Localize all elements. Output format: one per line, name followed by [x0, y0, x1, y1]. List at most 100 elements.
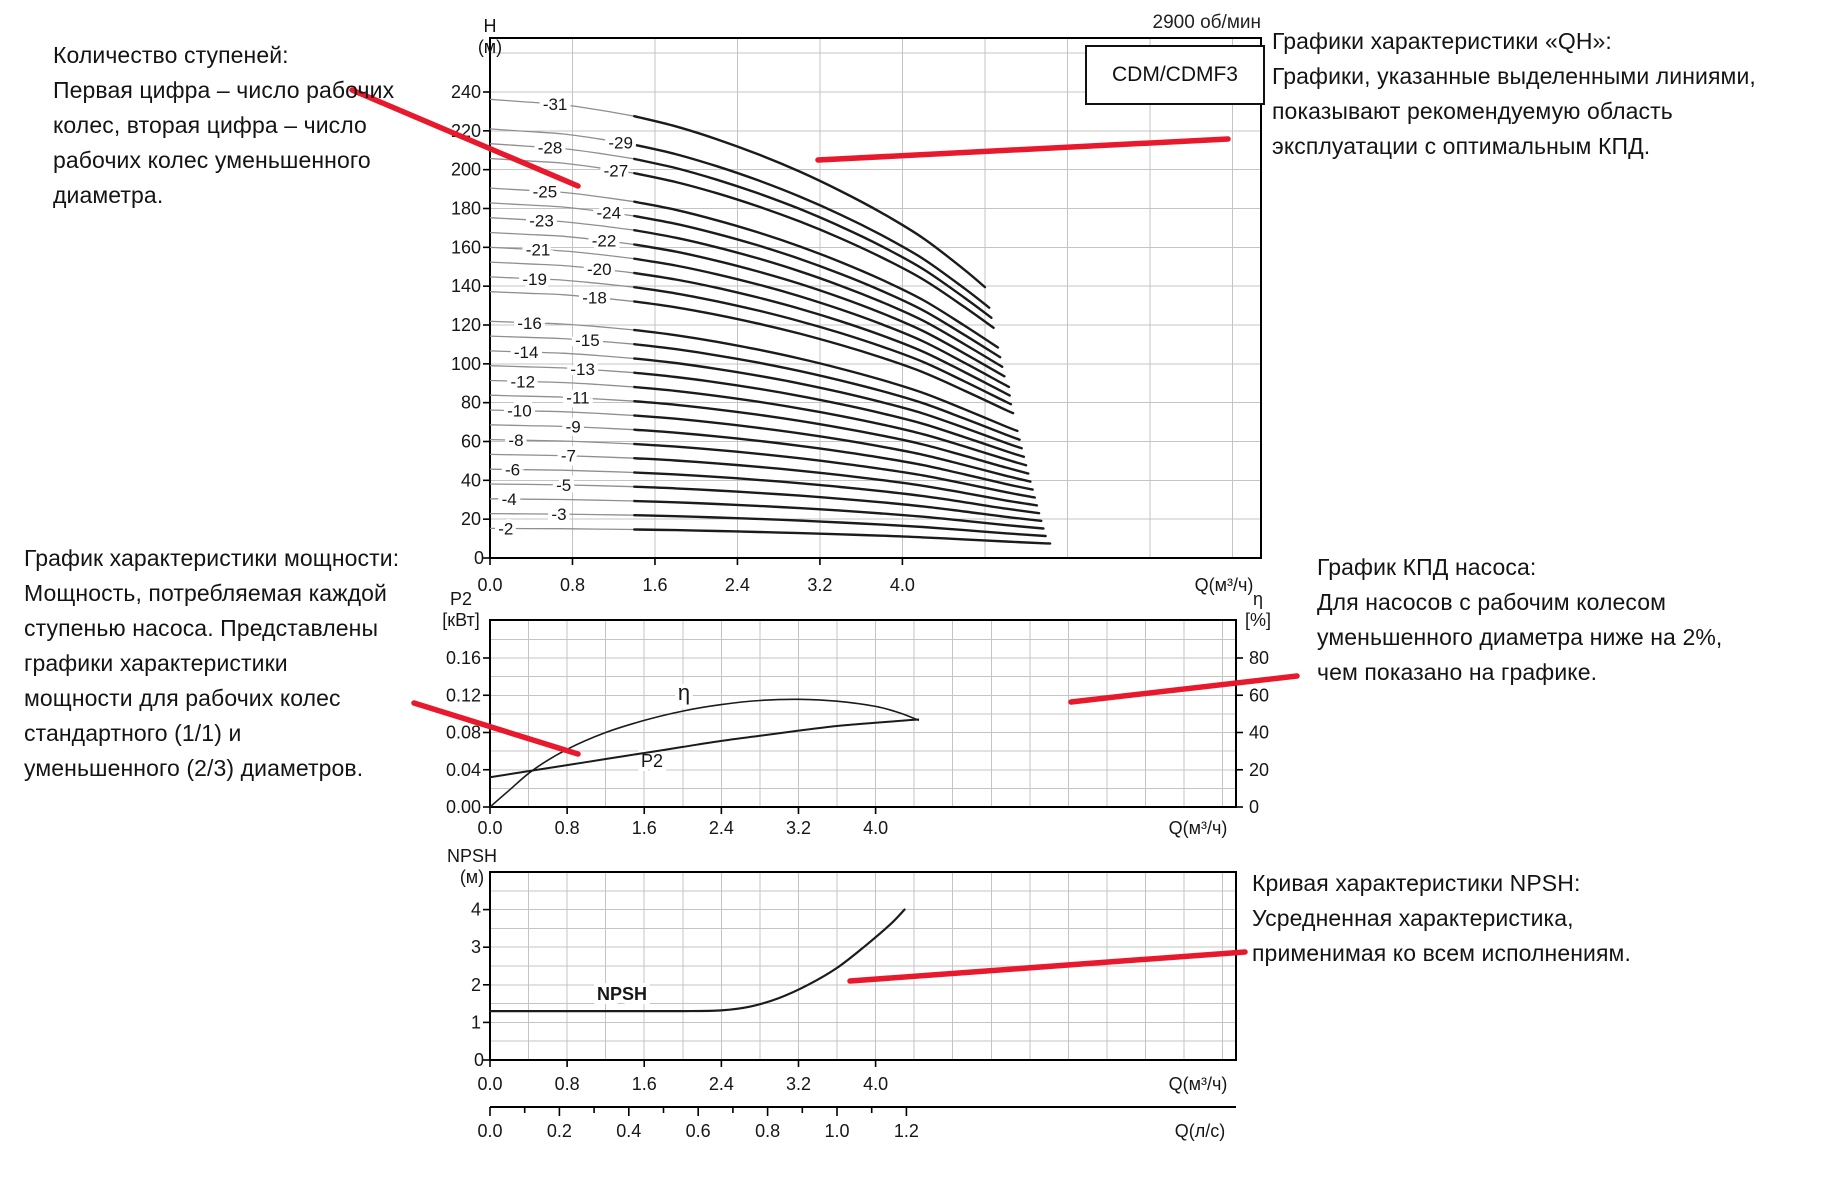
npsh-grid: [490, 872, 1236, 1060]
stage-curve-label: -24: [596, 203, 621, 222]
pe-grid: [490, 620, 1236, 807]
stage-curve-label: -31: [543, 95, 568, 114]
tick-label: 0.12: [446, 685, 481, 705]
stage-curve-label: -23: [529, 211, 554, 230]
tick-label: 60: [461, 431, 481, 451]
tick-label: 0.0: [477, 1074, 502, 1094]
tick-label: 200: [451, 160, 481, 180]
stage-curve-label: -13: [570, 360, 595, 379]
tick-label: 1.6: [642, 575, 667, 595]
tick-label: 160: [451, 237, 481, 257]
axis-title-line: (м): [477, 37, 503, 57]
tick-label: 40: [1249, 723, 1269, 743]
tick-label: 20: [461, 509, 481, 529]
tick-label: 0.0: [477, 818, 502, 838]
tick-label: 80: [1249, 648, 1269, 668]
qh-callout-line: [815, 136, 1231, 163]
rpm-label: 2900 об/мин: [1152, 12, 1261, 33]
stage-curve-label: -12: [510, 372, 535, 391]
tick-label: 180: [451, 198, 481, 218]
axis-title-line: [%]: [1244, 610, 1271, 630]
tick-label: 80: [461, 393, 481, 413]
npsh-callout-line: [847, 949, 1248, 984]
tick-label: 4.0: [863, 818, 888, 838]
stage-curve-label: -25: [533, 182, 558, 201]
axis-title-line: (м): [459, 867, 485, 887]
npsh-chart: 0.0 0.8 1.6 2.4 3.2 4.0 0 1 2 3 4 Q(м³/ч) NPSH: [471, 871, 1237, 1094]
tick-label: 60: [1249, 685, 1269, 705]
tick-label: 0.0: [477, 575, 502, 595]
stage-curve-label: -2: [498, 519, 513, 538]
tick-label: 0.08: [446, 723, 481, 743]
axis-title-line: η: [1252, 589, 1263, 609]
tick-label: 0.04: [446, 760, 481, 780]
stage-curve-label: -3: [551, 505, 566, 524]
tick-label: 2: [471, 975, 481, 995]
callout-lines: [349, 87, 1300, 984]
stage-curve-label: -4: [502, 490, 517, 509]
npsh-ticks: [483, 908, 877, 1067]
annotation-efficiency-curve: График КПД насоса: Для насосов с рабочим…: [1317, 554, 1723, 685]
tick-label: 2.4: [725, 575, 750, 595]
tick-label: 2.4: [709, 1074, 734, 1094]
tick-label: 120: [451, 315, 481, 335]
tick-label: 0.0: [477, 1121, 502, 1141]
tick-label: 1.0: [824, 1121, 849, 1141]
stage-curve-label: -5: [556, 476, 571, 495]
power-efficiency-chart: 0.0 0.8 1.6 2.4 3.2 4.0 0.00 0.04 0.08 0.12 0.16 0 2…: [446, 619, 1269, 838]
axis-title-line: H: [483, 16, 497, 36]
tick-label: 40: [461, 470, 481, 490]
annotation-power-curve: График характеристики мощности: Мощность…: [24, 545, 400, 781]
tick-label: 140: [451, 276, 481, 296]
tick-label: 2.4: [709, 818, 734, 838]
stage-curve-label: -16: [517, 314, 542, 333]
stage-curve-label: -8: [508, 431, 523, 450]
tick-label: 0.16: [446, 648, 481, 668]
stage-curve-label: -27: [604, 161, 629, 180]
tick-label: 1: [471, 1012, 481, 1032]
tick-label: 3.2: [786, 818, 811, 838]
stage-curve-label: -6: [505, 461, 520, 480]
tick-label: 0.8: [555, 1074, 580, 1094]
x-axis-label: Q(л/с): [1175, 1121, 1226, 1141]
power-callout-line: [411, 700, 581, 757]
qh-curves: [489, 98, 1052, 545]
stage-curve-label: -9: [566, 418, 581, 437]
tick-label: 1.2: [894, 1121, 919, 1141]
stage-curve-label: -22: [592, 232, 617, 251]
tick-label: 3: [471, 937, 481, 957]
tick-label: 20: [1249, 760, 1269, 780]
pe-ticks: [483, 657, 1243, 814]
x-axis-label: Q(м³/ч): [1169, 818, 1228, 838]
stage-curve-label: -10: [507, 402, 532, 421]
axis-title-line: P2: [449, 589, 473, 609]
annotation-stage-count: Количество ступеней: Первая цифра – числ…: [53, 42, 395, 208]
stage-curve-label: -29: [608, 133, 633, 152]
annotation-npsh-curve: Кривая характеристики NPSH: Усредненная …: [1252, 870, 1631, 966]
npsh-curve-label: NPSH: [597, 984, 647, 1004]
tick-label: 0: [1249, 797, 1259, 817]
stage-curve-label: -20: [587, 260, 612, 279]
stage-curve-label: -7: [561, 447, 576, 466]
tick-label: 0.6: [686, 1121, 711, 1141]
qh-stage-labels: -31 -28 -25 -23 -21 -19 -16 -14 -12 -10 -8 -6 -4 -2 -2…: [494, 91, 637, 542]
tick-label: 100: [451, 354, 481, 374]
tick-label: 0.8: [555, 818, 580, 838]
x-axis-label: Q(м³/ч): [1195, 575, 1254, 595]
efficiency-callout-line: [1068, 673, 1300, 705]
tick-label: 0.4: [616, 1121, 641, 1141]
tick-label: 0.8: [755, 1121, 780, 1141]
model-badge: CDM/CDMF3: [1085, 45, 1265, 105]
qh-y-axis-title: H (м): [462, 16, 518, 58]
tick-label: 0: [474, 1050, 484, 1070]
stage-curve-label: -28: [538, 139, 563, 158]
stages-callout-line: [349, 87, 581, 189]
stage-curve-label: -11: [566, 389, 589, 408]
axis-title-line: [кВт]: [442, 610, 480, 630]
x-axis-label: Q(м³/ч): [1169, 1074, 1228, 1094]
power-y-axis-title: P2 [кВт]: [430, 589, 492, 631]
tick-label: 3.2: [807, 575, 832, 595]
tick-label: 4.0: [890, 575, 915, 595]
